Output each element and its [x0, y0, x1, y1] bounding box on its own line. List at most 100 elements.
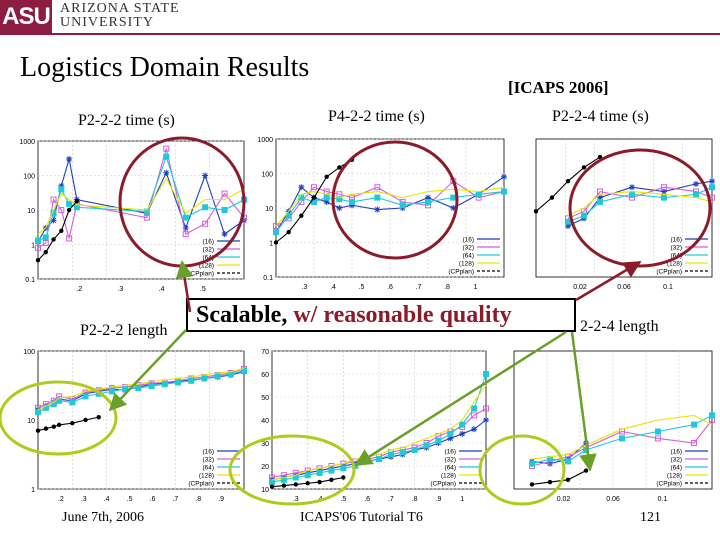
data-point: [501, 173, 507, 180]
data-point: [56, 422, 62, 428]
data-point: [174, 379, 181, 386]
y-tick-label: 10: [261, 487, 269, 494]
arrow-to-p222-time: [175, 260, 194, 313]
legend-label: (16): [202, 239, 214, 246]
x-tick-label: 0.02: [573, 284, 587, 291]
x-tick-label: .7: [172, 496, 178, 503]
data-point: [182, 231, 189, 238]
data-point: [161, 381, 168, 388]
chart-p224-time: 0.02 0.06 0.1 (16)(32)(64)(128)(CPplan): [533, 138, 715, 291]
y-tick-label: 0.1: [263, 275, 273, 282]
highlight-ellipse-p422-time: [331, 140, 459, 260]
data-point: [70, 420, 75, 426]
data-point: [709, 412, 715, 419]
data-point: [376, 456, 382, 463]
legend-label: (16): [670, 237, 682, 244]
data-point: [43, 426, 49, 431]
university-name: ARIZONA STATE UNIVERSITY: [60, 2, 180, 30]
x-tick-label: 0.1: [658, 496, 668, 503]
y-tick-label: 10: [27, 208, 35, 215]
y-tick-label: 1: [31, 487, 35, 494]
x-tick-label: 0.1: [663, 284, 673, 291]
legend-label: (128): [441, 473, 456, 480]
data-point: [286, 229, 291, 235]
x-tick-label: .3: [81, 496, 87, 503]
legend-label: (64): [670, 253, 682, 260]
data-point: [323, 194, 330, 201]
y-tick-label: 50: [261, 395, 269, 402]
data-point: [483, 417, 489, 423]
chart-p422-time: 1000 100 10 1 0.1 .3 .4 .5 .6 .7 .8 1 (16)(32)(64)(1…: [257, 137, 507, 291]
data-point: [148, 383, 155, 390]
legend-label: (32): [202, 457, 214, 464]
y-tick-label: 1000: [19, 139, 35, 146]
data-point: [285, 212, 292, 219]
data-point: [202, 220, 209, 227]
y-tick-label: 20: [261, 464, 269, 471]
legend-label: (CPplan): [430, 481, 456, 488]
data-point: [547, 479, 553, 485]
x-tick-label: 0.06: [606, 496, 620, 503]
data-point: [597, 198, 603, 205]
y-tick-label: 40: [261, 418, 269, 425]
y-tick-label: 1: [31, 243, 35, 250]
data-point: [565, 178, 571, 184]
data-point: [471, 405, 478, 412]
data-point: [122, 386, 129, 393]
x-tick-label: .5: [340, 496, 346, 503]
data-point: [581, 165, 587, 170]
x-tick-label: 0.06: [617, 284, 631, 291]
x-tick-label: 1: [460, 496, 464, 503]
legend-label: (32): [462, 245, 474, 252]
data-point: [163, 153, 170, 160]
footer-tutorial: ICAPS'06 Tutorial T6: [300, 510, 423, 525]
footer-date: June 7th, 2006: [62, 510, 145, 525]
y-tick-label: 10: [265, 206, 273, 213]
legend-label: (64): [670, 465, 682, 472]
data-point: [471, 426, 478, 433]
y-tick-label: 30: [261, 441, 269, 448]
data-point: [221, 231, 228, 238]
arrow-to-p222-length: [108, 329, 187, 412]
data-point: [447, 430, 454, 437]
data-point: [42, 240, 49, 247]
data-point: [188, 377, 195, 384]
data-point: [269, 484, 275, 489]
data-point: [311, 184, 317, 191]
footer-page-number: 121: [640, 510, 661, 525]
data-point: [273, 229, 279, 236]
legend-label: (16): [444, 449, 456, 456]
y-tick-label: 100: [261, 172, 273, 179]
label-p222-length: P2-2-2 length: [80, 322, 168, 339]
legend-label: (128): [459, 261, 474, 268]
data-point: [655, 428, 661, 435]
data-point: [336, 205, 343, 211]
data-point: [58, 207, 65, 213]
data-point: [693, 180, 699, 187]
data-point: [163, 169, 170, 176]
data-point: [135, 385, 142, 392]
legend-label: (64): [444, 465, 456, 472]
data-point: [293, 482, 298, 487]
data-point: [66, 200, 73, 207]
data-point: [387, 451, 394, 458]
y-tick-label: 0.1: [25, 277, 35, 284]
series-line: [37, 367, 245, 411]
data-point: [82, 393, 89, 400]
data-point: [83, 417, 88, 423]
data-point: [202, 172, 209, 179]
data-point: [565, 477, 571, 482]
x-tick-label: .4: [330, 284, 336, 291]
data-point: [317, 479, 322, 485]
series-line: [275, 186, 505, 227]
data-point: [691, 421, 697, 428]
data-point: [42, 234, 49, 241]
legend-label: (CPplan): [656, 269, 682, 276]
legend-label: (64): [202, 465, 214, 472]
data-point: [66, 156, 73, 163]
legend-label: (64): [462, 253, 474, 260]
data-point: [163, 145, 170, 152]
highlight-ellipse-p422-length: [228, 434, 356, 506]
data-point: [655, 435, 661, 442]
